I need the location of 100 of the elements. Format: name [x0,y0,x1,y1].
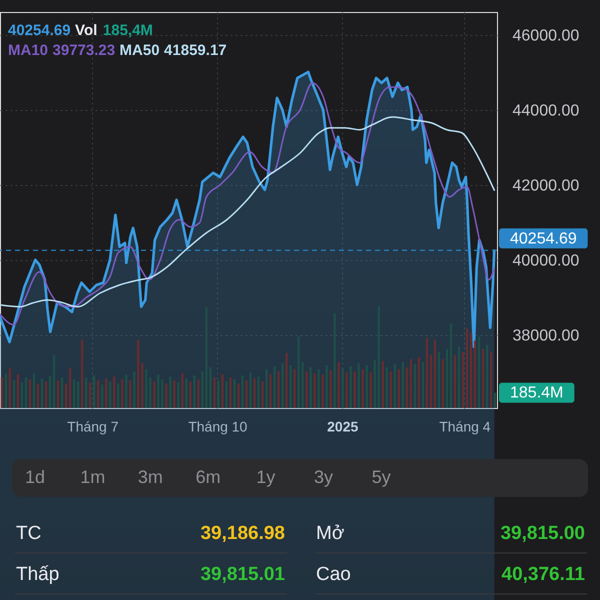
bar [129,380,132,408]
bar [466,328,468,408]
bar [201,371,204,408]
text: 3m [138,467,163,487]
bar [265,369,268,408]
category-label: Thấp [16,564,60,585]
bar [80,340,84,408]
bar [406,367,408,408]
bar [213,377,216,408]
bar [209,367,212,408]
annotation: 39773.23 [52,42,116,59]
bar [101,384,104,408]
text: 39,186.98 [200,523,285,544]
bar [294,369,296,408]
bar [237,384,240,408]
bar [153,381,156,408]
bar [197,379,200,408]
bar [36,384,40,408]
bar [410,359,412,408]
bar [44,381,48,408]
text: 5y [372,467,391,487]
bar [229,377,232,408]
x-tick-label: Tháng 4 [439,418,491,434]
bar [474,340,476,408]
bar [56,380,60,408]
bar [76,381,80,408]
y-tick-label: 42000.00 [512,177,580,194]
bar [137,340,140,408]
bar [446,348,448,408]
text: 39,815.00 [500,523,585,544]
bar [225,381,228,408]
bar [442,359,444,408]
bar [4,373,8,408]
bar [145,369,148,408]
text: Vol [75,22,98,39]
bar [40,378,44,408]
bar [52,354,56,408]
bar [157,374,160,408]
bar [0,377,4,408]
bar [462,352,464,408]
bar [109,381,112,408]
x-tick-label: 2025 [327,418,358,434]
bar [48,376,52,408]
bar [105,378,108,408]
bar [426,338,428,408]
bar [366,365,368,408]
bar [322,374,324,408]
y-tick-label: 44000.00 [512,102,580,120]
bar [362,369,364,408]
bar [113,376,116,408]
text: 1d [24,467,46,487]
bar [310,367,312,408]
bar [125,374,128,408]
bar [189,381,192,408]
bar [233,379,236,408]
bar [173,380,176,408]
text: 1y [256,467,276,487]
text: 40,376.11 [502,564,585,585]
x-tick-label: Tháng 10 [188,418,248,434]
bar [72,379,76,408]
bar [438,352,440,408]
bar [458,346,460,408]
bar [269,374,272,408]
bar [68,368,72,408]
bar [358,363,360,408]
bar [402,362,404,408]
bar [121,379,124,408]
line-series [0,116,496,308]
bar [418,357,420,408]
bar [32,373,36,408]
bar [306,371,308,408]
text: MA50 [120,42,160,59]
bar [290,365,292,408]
line-series [0,82,496,326]
bar [89,382,92,408]
bar [28,379,32,408]
bar [334,313,336,408]
bar [277,371,280,408]
bar [217,380,220,408]
bar [450,323,452,408]
bar [249,372,252,408]
bar [378,306,380,408]
bar [470,332,472,408]
bar [285,352,288,408]
bar [486,344,488,408]
bar [8,368,12,408]
y-tick-label: 46000.00 [512,27,580,44]
bar [12,380,16,408]
bar [494,392,496,408]
bar [454,354,456,408]
bar [314,373,316,408]
category-label: Mở [316,523,344,544]
bar [241,375,244,408]
x-tick-label: Tháng 7 [67,418,119,434]
bar [354,371,356,408]
bar [257,376,260,408]
ref-line-label: 40254.69 [510,230,577,248]
text: 6m [196,467,221,487]
bar [350,366,352,408]
bar [193,375,196,408]
